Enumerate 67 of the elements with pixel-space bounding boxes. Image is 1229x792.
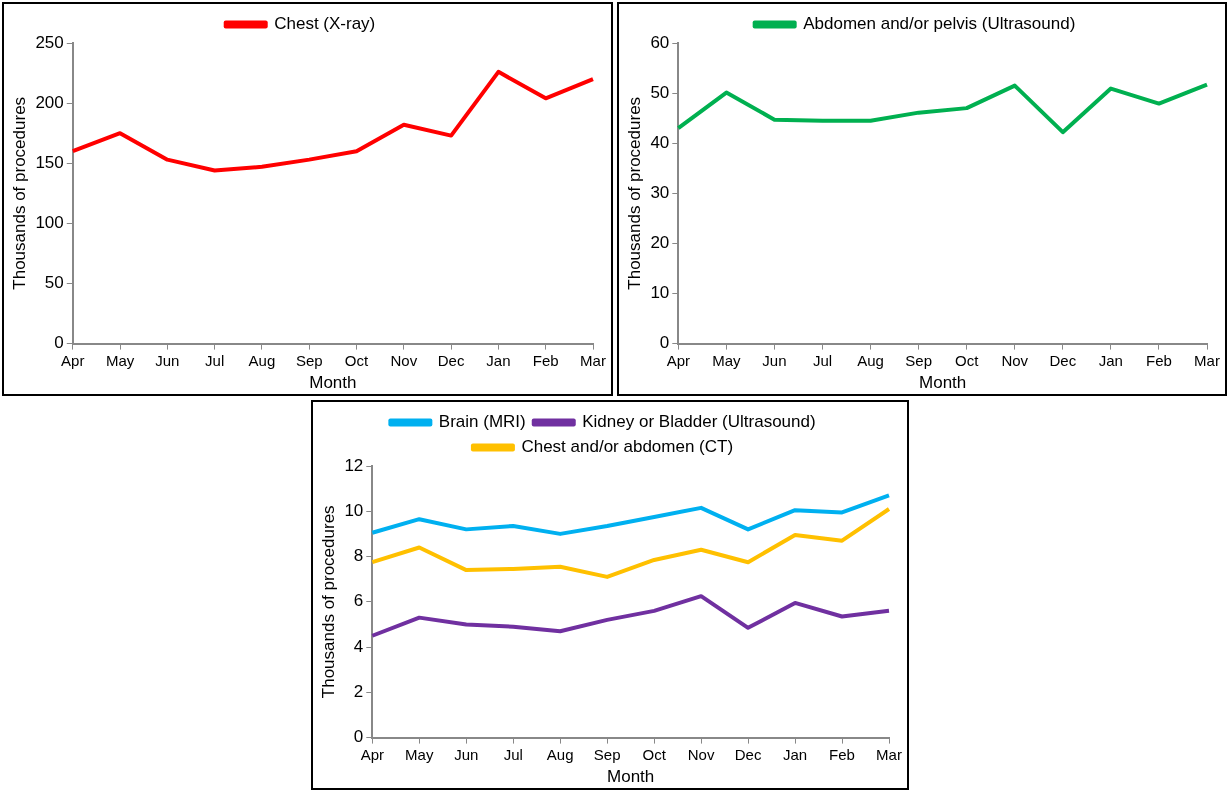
x-tick-label: Apr [61,351,85,369]
x-tick-label: Apr [360,745,384,763]
y-tick-label: 6 [353,591,364,611]
y-axis-title: Thousands of procedures [624,96,644,290]
x-tick-label: Sep [905,351,932,369]
x-tick-label: Nov [390,351,418,369]
x-tick-label: Jan [486,351,511,369]
x-tick-label: Jan [1098,351,1123,369]
x-axis-title: Month [919,373,967,393]
x-tick-label: Sep [295,351,323,369]
legend-label: Kidney or Bladder (Ultrasound) [582,412,816,432]
y-axis-title: Thousands of procedures [9,96,29,290]
x-tick-label: May [405,745,434,763]
y-tick-label: 4 [353,636,364,656]
x-tick-label: Jun [155,351,180,369]
x-tick-label: Jan [782,745,808,763]
x-tick-label: Jul [812,351,833,369]
x-tick-label: Jul [205,351,225,369]
x-tick-label: Mar [876,745,902,763]
x-tick-label: Nov [687,745,715,763]
y-tick-label: 30 [650,182,670,202]
x-tick-label: Feb [1146,351,1172,369]
x-tick-label: Oct [642,745,667,763]
x-tick-label: Sep [593,745,621,763]
legend-label: Chest (X-ray) [274,14,376,34]
x-axis-title: Month [309,373,357,393]
y-tick-label: 8 [353,546,364,566]
x-tick-label: Dec [437,351,465,369]
y-tick-label: 200 [35,92,64,112]
legend-label: Chest and/or abdomen (CT) [521,437,734,457]
x-tick-label: Mar [1194,351,1220,369]
x-tick-label: Aug [546,745,574,763]
x-axis-title: Month [607,767,655,787]
y-tick-label: 12 [344,455,364,475]
x-tick-label: Oct [344,351,370,369]
x-tick-label: Dec [1049,351,1077,369]
y-tick-label: 60 [650,32,670,52]
x-tick-label: Feb [532,351,559,369]
y-tick-label: 0 [54,333,64,353]
y-tick-label: 10 [344,500,364,520]
y-tick-label: 2 [353,682,364,702]
y-tick-label: 100 [35,213,64,233]
x-tick-label: Jun [762,351,787,369]
y-tick-label: 250 [35,32,64,52]
y-tick-label: 0 [353,727,364,747]
x-tick-label: Dec [734,745,762,763]
y-tick-label: 0 [659,333,670,353]
y-tick-label: 150 [35,152,64,172]
x-tick-label: Feb [829,745,855,763]
x-tick-label: Jun [454,745,479,763]
x-tick-label: Mar [580,351,606,369]
y-tick-label: 40 [650,132,670,152]
y-tick-label: 50 [650,82,670,102]
y-axis-title: Thousands of procedures [318,505,338,699]
x-tick-label: Nov [1001,351,1029,369]
x-tick-label: Aug [857,351,884,369]
y-tick-label: 20 [650,233,670,253]
x-tick-label: May [105,351,135,369]
x-tick-label: May [712,351,742,369]
x-tick-label: Apr [666,351,690,369]
x-tick-label: Aug [248,351,276,369]
x-tick-label: Oct [955,351,980,369]
y-tick-label: 10 [650,283,670,303]
legend-label: Abdomen and/or pelvis (Ultrasound) [803,14,1076,34]
y-tick-label: 50 [44,273,64,293]
x-tick-label: Jul [503,745,523,763]
legend-label: Brain (MRI) [438,412,526,432]
